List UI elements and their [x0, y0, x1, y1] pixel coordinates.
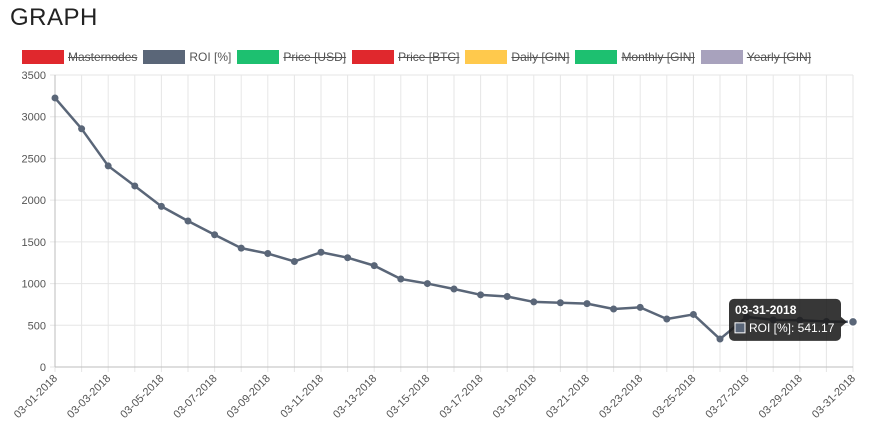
data-point	[397, 275, 405, 283]
legend-swatch	[22, 50, 64, 64]
x-tick-label: 03-25-2018	[650, 373, 698, 421]
legend-label: Masternodes	[68, 50, 138, 64]
x-tick-label: 03-29-2018	[757, 373, 805, 421]
legend-label: Yearly [GIN]	[746, 50, 812, 64]
legend-swatch	[352, 50, 395, 64]
legend-swatch	[143, 50, 186, 64]
x-tick-label: 03-01-2018	[12, 373, 60, 421]
x-tick-label: 03-21-2018	[544, 373, 592, 421]
legend-label: Price [USD]	[283, 50, 347, 64]
y-tick-label: 1000	[22, 279, 46, 291]
x-tick-label: 03-23-2018	[597, 373, 645, 421]
tooltip-swatch	[734, 322, 746, 334]
y-tick-label: 3000	[22, 112, 46, 124]
data-point	[51, 94, 59, 102]
legend-swatch	[700, 50, 743, 64]
data-point	[663, 315, 671, 323]
legend-swatch	[575, 50, 618, 64]
data-point	[423, 280, 431, 288]
legend-label: ROI [%]	[189, 50, 232, 64]
y-tick-label: 3500	[22, 70, 46, 82]
legend-item-4[interactable]: Daily [GIN]	[465, 50, 569, 64]
legend-item-5[interactable]: Monthly [GIN]	[575, 50, 695, 64]
legend-item-3[interactable]: Price [BTC]	[352, 50, 459, 64]
tooltip-date: 03-31-2018	[735, 303, 797, 317]
legend-swatch	[237, 50, 280, 64]
y-tick-label: 2000	[22, 195, 46, 207]
legend-item-0[interactable]: Masternodes	[22, 50, 137, 64]
tooltip-box	[729, 298, 841, 341]
data-point	[636, 303, 644, 311]
data-point	[104, 162, 112, 170]
data-point	[450, 285, 458, 293]
x-tick-label: 03-17-2018	[437, 373, 485, 421]
legend-item-2[interactable]: Price [USD]	[237, 50, 346, 64]
x-tick-label: 03-15-2018	[384, 373, 432, 421]
y-tick-label: 2500	[22, 153, 46, 165]
data-point	[290, 257, 298, 265]
y-tick-label: 0	[40, 362, 46, 374]
x-tick-label: 03-19-2018	[491, 373, 539, 421]
data-point	[530, 298, 538, 306]
x-tick-label: 03-13-2018	[331, 373, 379, 421]
x-tick-label: 03-11-2018	[278, 373, 326, 421]
data-point	[344, 254, 352, 262]
data-point	[610, 305, 618, 313]
data-point	[131, 182, 139, 190]
data-point	[264, 250, 272, 258]
data-point	[370, 262, 378, 270]
data-point	[716, 335, 724, 343]
data-point	[689, 310, 697, 318]
data-point	[157, 202, 165, 210]
x-tick-label: 03-05-2018	[118, 373, 166, 421]
legend-swatch	[465, 50, 508, 64]
legend-label: Monthly [GIN]	[621, 50, 695, 64]
chart-legend: Masternodes ROI [%] Price [USD] Price [BTC]…	[22, 50, 811, 64]
legend-item-6[interactable]: Yearly [GIN]	[700, 50, 812, 64]
x-tick-label: 03-03-2018	[65, 373, 113, 421]
data-point	[78, 125, 86, 133]
legend-label: Price [BTC]	[398, 50, 460, 64]
data-point	[211, 231, 219, 239]
y-tick-label: 1500	[22, 237, 46, 249]
data-point	[237, 244, 245, 252]
data-point	[317, 248, 325, 256]
data-point	[503, 293, 511, 301]
x-tick-label: 03-27-2018	[703, 373, 751, 421]
legend-label: Daily [GIN]	[511, 50, 570, 64]
data-point	[847, 316, 859, 328]
x-tick-label: 03-09-2018	[225, 373, 273, 421]
tooltip-caret	[841, 316, 847, 327]
tooltip-value: ROI [%]: 541.17	[749, 321, 835, 335]
legend-item-1[interactable]: ROI [%]	[143, 50, 231, 64]
page-title: GRAPH	[10, 4, 98, 31]
data-point	[477, 291, 485, 299]
data-point	[583, 300, 591, 308]
y-tick-label: 500	[28, 320, 46, 332]
data-point	[184, 217, 192, 225]
data-point	[556, 299, 564, 307]
x-tick-label: 03-31-2018	[810, 373, 858, 421]
x-tick-label: 03-07-2018	[171, 373, 219, 421]
